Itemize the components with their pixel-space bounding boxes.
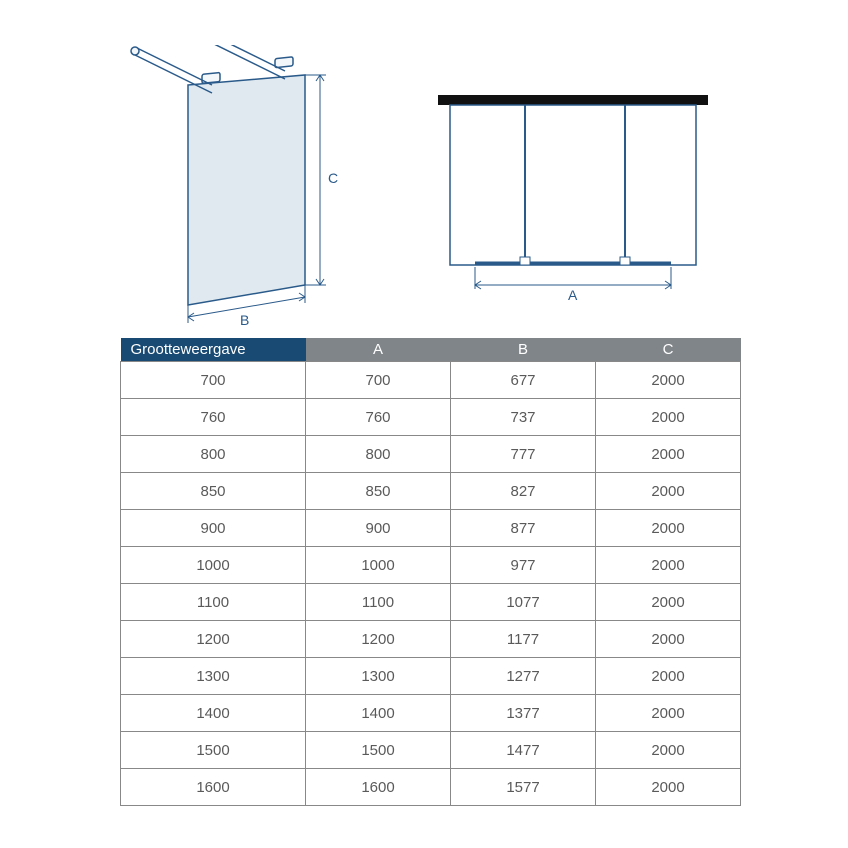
- table-row: 1400140013772000: [121, 695, 741, 732]
- table-header-row: Grootteweergave A B C: [121, 338, 741, 362]
- table-cell: 900: [306, 510, 451, 547]
- table-cell: 1000: [121, 547, 306, 584]
- table-row: 1100110010772000: [121, 584, 741, 621]
- diagram-top-view: A: [430, 85, 730, 305]
- table-cell: 700: [306, 362, 451, 399]
- label-b: B: [240, 312, 249, 328]
- diagrams-area: C B: [0, 45, 848, 325]
- table-cell: 1577: [451, 769, 596, 806]
- table-cell: 1300: [306, 658, 451, 695]
- table-cell: 760: [306, 399, 451, 436]
- table-cell: 2000: [596, 621, 741, 658]
- table-cell: 827: [451, 473, 596, 510]
- table-cell: 1477: [451, 732, 596, 769]
- table-row: 8508508272000: [121, 473, 741, 510]
- page: C B: [0, 0, 848, 848]
- table-row: 1300130012772000: [121, 658, 741, 695]
- table-cell: 850: [121, 473, 306, 510]
- table-cell: 1600: [306, 769, 451, 806]
- table-cell: 2000: [596, 399, 741, 436]
- size-table: Grootteweergave A B C 700700677200076076…: [120, 338, 741, 806]
- table-cell: 977: [451, 547, 596, 584]
- table-cell: 800: [121, 436, 306, 473]
- table-cell: 2000: [596, 584, 741, 621]
- label-a: A: [568, 287, 578, 303]
- table-cell: 800: [306, 436, 451, 473]
- table-row: 7607607372000: [121, 399, 741, 436]
- table-cell: 1100: [121, 584, 306, 621]
- table-cell: 1300: [121, 658, 306, 695]
- table-cell: 2000: [596, 436, 741, 473]
- label-c: C: [328, 170, 338, 186]
- col-header-size: Grootteweergave: [121, 338, 306, 362]
- table-cell: 760: [121, 399, 306, 436]
- table-cell: 2000: [596, 732, 741, 769]
- table-cell: 877: [451, 510, 596, 547]
- table-cell: 2000: [596, 473, 741, 510]
- table-cell: 2000: [596, 695, 741, 732]
- table-cell: 2000: [596, 362, 741, 399]
- table-cell: 1077: [451, 584, 596, 621]
- table-cell: 1500: [121, 732, 306, 769]
- table-cell: 2000: [596, 547, 741, 584]
- table-cell: 737: [451, 399, 596, 436]
- size-table-wrap: Grootteweergave A B C 700700677200076076…: [120, 338, 740, 806]
- table-row: 7007006772000: [121, 362, 741, 399]
- diagram-3d-panel: C B: [120, 45, 360, 345]
- table-cell: 2000: [596, 510, 741, 547]
- table-cell: 1400: [121, 695, 306, 732]
- table-cell: 1100: [306, 584, 451, 621]
- table-row: 1200120011772000: [121, 621, 741, 658]
- table-cell: 850: [306, 473, 451, 510]
- table-body: 7007006772000760760737200080080077720008…: [121, 362, 741, 806]
- table-row: 100010009772000: [121, 547, 741, 584]
- col-header-b: B: [451, 338, 596, 362]
- table-cell: 900: [121, 510, 306, 547]
- table-cell: 1200: [121, 621, 306, 658]
- table-row: 1500150014772000: [121, 732, 741, 769]
- table-cell: 1000: [306, 547, 451, 584]
- table-row: 9009008772000: [121, 510, 741, 547]
- table-cell: 2000: [596, 769, 741, 806]
- table-cell: 1400: [306, 695, 451, 732]
- table-cell: 1200: [306, 621, 451, 658]
- table-cell: 1277: [451, 658, 596, 695]
- table-cell: 2000: [596, 658, 741, 695]
- col-header-c: C: [596, 338, 741, 362]
- table-cell: 700: [121, 362, 306, 399]
- table-cell: 1500: [306, 732, 451, 769]
- table-row: 1600160015772000: [121, 769, 741, 806]
- table-cell: 1177: [451, 621, 596, 658]
- table-cell: 1377: [451, 695, 596, 732]
- table-cell: 777: [451, 436, 596, 473]
- table-cell: 677: [451, 362, 596, 399]
- col-header-a: A: [306, 338, 451, 362]
- table-cell: 1600: [121, 769, 306, 806]
- table-row: 8008007772000: [121, 436, 741, 473]
